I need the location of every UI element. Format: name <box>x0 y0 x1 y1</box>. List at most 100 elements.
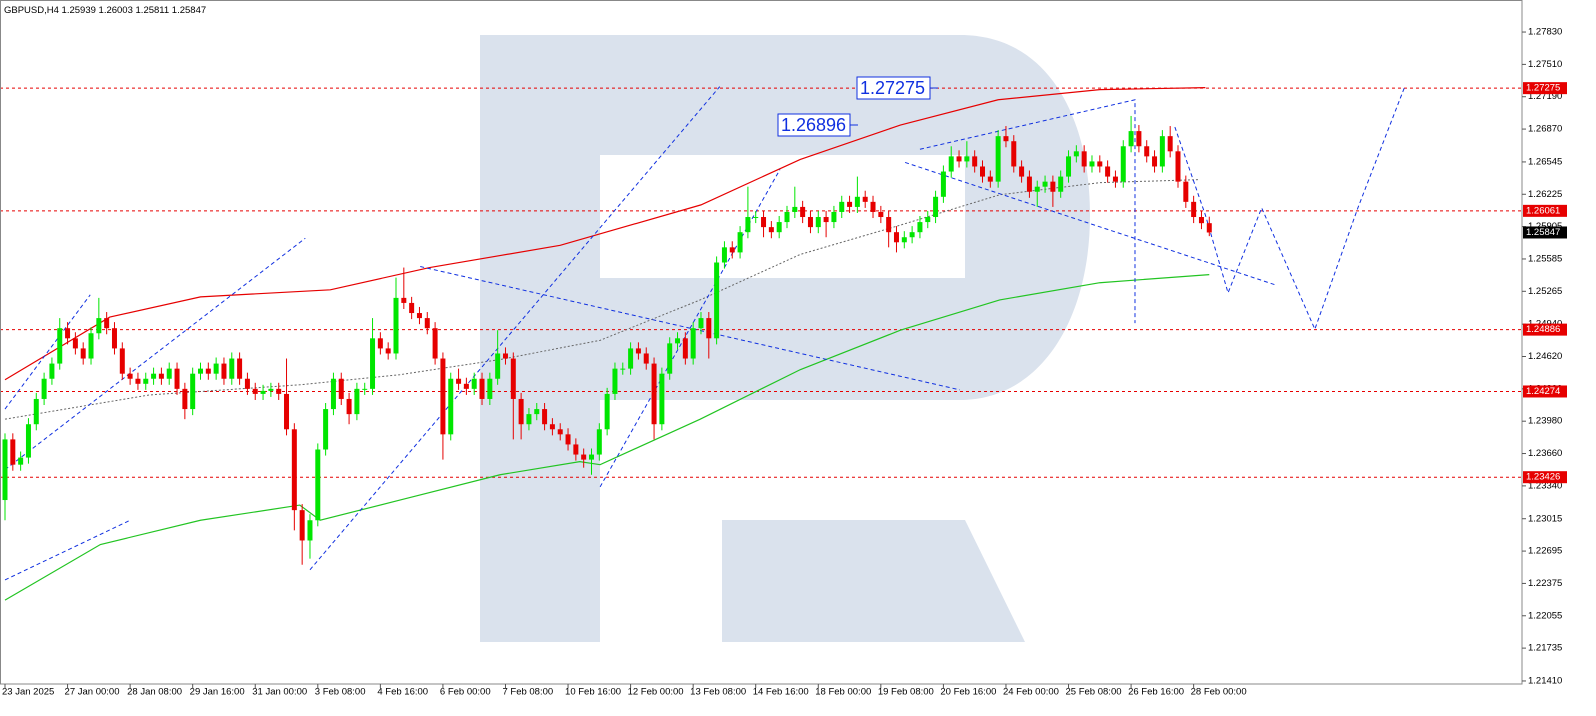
y-tick-label: 1.26545 <box>1528 156 1562 167</box>
candle-body <box>596 429 602 455</box>
candle-body <box>878 211 884 218</box>
candle-body <box>612 368 618 394</box>
candle-body <box>213 363 219 374</box>
candle-body <box>831 211 837 223</box>
candle-body <box>526 414 532 425</box>
candle-body <box>1034 186 1040 192</box>
candle-body <box>18 457 24 465</box>
candle-body <box>409 302 415 314</box>
candle-body <box>784 211 790 223</box>
candle-body <box>330 378 336 410</box>
y-tick-label: 1.27190 <box>1528 91 1562 102</box>
candle-body <box>589 454 594 460</box>
candle-body <box>823 217 829 223</box>
x-tick-label: 3 Feb 08:00 <box>315 687 366 698</box>
candle-body <box>964 156 970 162</box>
candle-body <box>252 388 258 394</box>
level-label-bg <box>1523 82 1567 95</box>
candle-body <box>729 247 735 253</box>
overlay-line <box>4 274 1210 601</box>
candle-body <box>651 363 657 425</box>
candle-body <box>1097 161 1103 167</box>
candle-body <box>1042 181 1048 187</box>
candle-body <box>362 388 368 390</box>
candle-body <box>479 378 485 399</box>
overlay-line <box>4 294 91 410</box>
candle-body <box>995 136 1001 182</box>
candle-body <box>557 429 563 435</box>
overlay-line <box>4 519 131 581</box>
candle-body <box>549 424 555 430</box>
level-label: 1.26061 <box>1526 205 1560 216</box>
candle-body <box>1105 166 1111 177</box>
target-label: 1.27275 <box>860 78 925 98</box>
candle-body <box>510 358 516 399</box>
y-tick-label: 1.26225 <box>1528 189 1562 200</box>
candle-body <box>237 358 243 379</box>
candle-body <box>284 393 290 430</box>
x-tick-label: 28 Feb 00:00 <box>1191 687 1247 698</box>
level-label-bg <box>1523 471 1567 484</box>
candle-body <box>135 378 141 384</box>
level-label: 1.23426 <box>1526 472 1560 483</box>
y-tick-label: 1.24620 <box>1528 351 1562 362</box>
low: 1.25811 <box>136 5 170 16</box>
candle-body <box>495 353 501 379</box>
candle-body <box>1050 181 1056 192</box>
candle-body <box>127 373 133 379</box>
candle-body <box>737 232 743 253</box>
candle-body <box>1081 151 1087 167</box>
candle-body <box>276 388 282 394</box>
candle-body <box>761 217 767 228</box>
candle-body <box>487 378 493 399</box>
candle-body <box>338 378 344 399</box>
plot <box>0 86 1522 601</box>
candle-body <box>690 328 696 359</box>
candle-body <box>807 217 813 228</box>
candle-body <box>2 439 8 501</box>
candle-body <box>346 398 352 415</box>
y-tick-label: 1.27830 <box>1528 27 1562 38</box>
y-tick-label: 1.25585 <box>1528 253 1562 264</box>
watermark-r <box>480 35 1090 642</box>
candle-body <box>72 338 78 349</box>
candle-body <box>96 318 102 334</box>
level-label: 1.24886 <box>1526 324 1560 335</box>
x-tick-label: 14 Feb 16:00 <box>753 687 809 698</box>
candle-body <box>518 398 524 425</box>
candle-body <box>1159 136 1165 167</box>
candle-body <box>565 434 571 445</box>
candle-body <box>1011 141 1017 167</box>
candle-body <box>925 217 931 223</box>
candle-body <box>847 201 853 207</box>
candle-body <box>768 227 774 233</box>
candle-body <box>706 318 712 339</box>
candle-body <box>948 156 954 172</box>
x-tick-label: 24 Feb 00:00 <box>1003 687 1059 698</box>
candle-body <box>1019 166 1025 177</box>
y-tick-label: 1.23340 <box>1528 480 1562 491</box>
candle-body <box>151 373 157 379</box>
y-tick-label: 1.23980 <box>1528 416 1562 427</box>
candle-body <box>416 313 422 319</box>
candle-body <box>244 378 250 389</box>
y-tick-label: 1.22375 <box>1528 578 1562 589</box>
open: 1.25939 <box>62 5 96 16</box>
candle-body <box>190 373 196 410</box>
candle-body <box>88 333 94 359</box>
candle-body <box>940 171 946 197</box>
x-tick-label: 7 Feb 08:00 <box>502 687 553 698</box>
level-label-bg <box>1523 385 1567 398</box>
close: 1.25847 <box>172 5 206 16</box>
candle-body <box>182 388 188 410</box>
candle-body <box>33 398 39 425</box>
candle-body <box>1198 217 1204 224</box>
watermark-leg <box>722 520 1025 642</box>
candle-body <box>581 454 587 460</box>
y-tick-label: 1.21410 <box>1528 675 1562 686</box>
candle-body <box>714 262 720 339</box>
candle-body <box>667 343 673 374</box>
x-tick-label: 29 Jan 16:00 <box>190 687 245 698</box>
candle-body <box>1136 131 1142 147</box>
y-tick-label: 1.27510 <box>1528 59 1562 70</box>
